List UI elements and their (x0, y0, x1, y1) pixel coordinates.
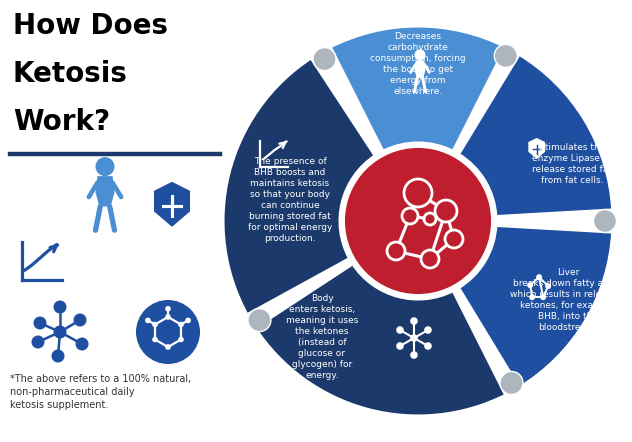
Wedge shape (458, 54, 612, 217)
Text: Decreases
carbohydrate
consumption, forcing
the body to get
energy from
elsewher: Decreases carbohydrate consumption, forc… (370, 32, 466, 96)
Circle shape (75, 338, 88, 351)
Circle shape (165, 306, 171, 312)
Polygon shape (95, 176, 114, 206)
Circle shape (136, 300, 200, 364)
Polygon shape (154, 182, 190, 227)
Text: *The above refers to a 100% natural,
non-pharmaceutical daily
ketosis supplement: *The above refers to a 100% natural, non… (10, 374, 191, 411)
Circle shape (165, 344, 171, 350)
Circle shape (410, 317, 418, 325)
Circle shape (313, 48, 336, 71)
Circle shape (424, 213, 436, 225)
Circle shape (424, 326, 432, 334)
Circle shape (445, 230, 463, 248)
Circle shape (527, 282, 533, 288)
Circle shape (73, 313, 87, 327)
Circle shape (248, 309, 271, 332)
Circle shape (54, 301, 66, 313)
Text: How Does: How Does (13, 12, 168, 40)
Circle shape (32, 335, 44, 348)
Circle shape (529, 294, 535, 300)
Circle shape (178, 322, 184, 327)
Circle shape (33, 316, 47, 329)
Circle shape (540, 294, 546, 300)
Circle shape (145, 317, 150, 323)
Circle shape (95, 157, 114, 176)
Text: Work?: Work? (13, 108, 110, 136)
Circle shape (343, 146, 493, 296)
Circle shape (421, 250, 439, 268)
Circle shape (402, 208, 418, 224)
Polygon shape (528, 138, 545, 159)
Text: Body
enters ketosis,
meaning it uses
the ketones
(instead of
glucose or
glycogen: Body enters ketosis, meaning it uses the… (286, 293, 358, 381)
Circle shape (536, 274, 542, 280)
Circle shape (152, 337, 158, 342)
Circle shape (415, 50, 425, 61)
Circle shape (494, 44, 517, 67)
Text: The presence of
BHB boosts and
maintains ketosis
so that your body
can continue
: The presence of BHB boosts and maintains… (248, 156, 332, 244)
Circle shape (178, 337, 184, 342)
Circle shape (410, 351, 418, 359)
Wedge shape (331, 26, 506, 151)
Circle shape (500, 371, 523, 394)
Circle shape (593, 210, 616, 232)
Wedge shape (255, 264, 506, 416)
Circle shape (152, 322, 158, 327)
Circle shape (387, 242, 405, 260)
Circle shape (404, 179, 432, 207)
Circle shape (545, 283, 551, 289)
Text: Liver
breaks down fatty acids,
which results in releasing
ketones, for example
B: Liver breaks down fatty acids, which res… (510, 268, 626, 332)
Circle shape (424, 342, 432, 350)
Circle shape (165, 314, 171, 320)
Circle shape (410, 334, 418, 342)
Circle shape (185, 317, 191, 323)
Text: Stimulates the
enzyme Lipase to
release stored fat
from fat cells.: Stimulates the enzyme Lipase to release … (532, 143, 612, 185)
Polygon shape (415, 61, 425, 78)
Circle shape (435, 200, 457, 222)
Circle shape (396, 326, 404, 334)
Text: Ketosis: Ketosis (13, 60, 128, 88)
Wedge shape (458, 225, 612, 388)
Circle shape (51, 350, 64, 362)
Circle shape (54, 325, 66, 339)
Circle shape (396, 342, 404, 350)
Wedge shape (223, 58, 375, 315)
